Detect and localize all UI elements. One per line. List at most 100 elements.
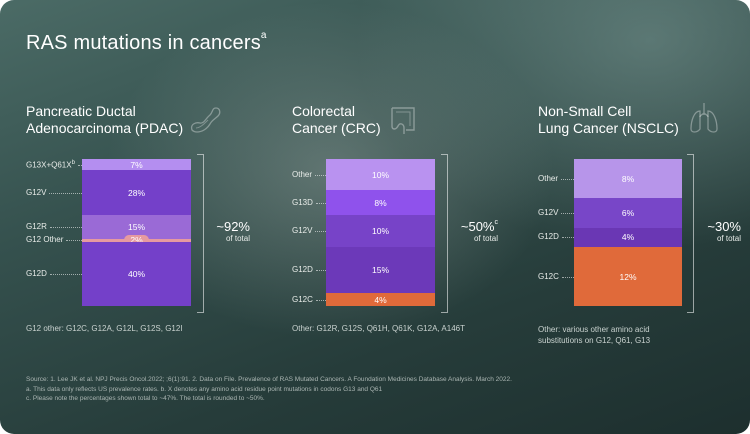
leader-line: [50, 226, 82, 228]
category-label: G12V: [538, 208, 558, 217]
category-text: G12 Other: [26, 235, 64, 245]
lungs-icon: [690, 103, 718, 133]
leader-line: [562, 237, 574, 239]
category-text: G12C: [292, 294, 313, 304]
nsclc-title: Non-Small Cell Lung Cancer (NSCLC): [538, 103, 679, 136]
category-text: G12V: [292, 225, 313, 235]
category-label: Other: [292, 170, 312, 179]
stacked-bar: 8% 6% 4% 12%: [574, 159, 682, 306]
leader-line: [316, 270, 326, 272]
total-sup: c: [494, 218, 499, 226]
bar-segment: 15%: [82, 214, 191, 239]
category-text: G13X+Q61X: [26, 160, 72, 170]
crc-note: Other: G12R, G12S, Q61H, Q61K, G12A, A14…: [292, 324, 465, 333]
category-text: G13D: [292, 197, 313, 207]
leader-line: [561, 178, 574, 180]
stacked-bar: 10% 8% 10% 15% 4%: [326, 159, 435, 306]
total-brace: [441, 154, 448, 313]
total-value: ~30%: [707, 219, 741, 234]
leader-line: [315, 230, 326, 232]
bar-segment: 10%: [326, 215, 435, 247]
bar-segment: 12%: [574, 247, 682, 306]
category-text: G12V: [538, 207, 559, 217]
data-label: 12%: [619, 271, 637, 282]
leader-line: [316, 202, 326, 204]
pdac-note: G12 other: G12C, G12A, G12L, G12S, G12I: [26, 324, 183, 333]
category-text: G12D: [292, 265, 313, 275]
bar-segment: 2%: [82, 235, 191, 246]
bar-segment: 6%: [574, 198, 682, 228]
stacked-bar: 7% 28% 15% 2% 40%: [82, 159, 191, 306]
leader-line: [50, 274, 82, 276]
bar-segment: 28%: [82, 170, 191, 215]
category-label: G12R: [26, 222, 47, 231]
data-label: 2%: [124, 235, 149, 246]
data-label: 10%: [371, 169, 389, 180]
total-value: ~92%: [216, 219, 250, 234]
category-text: G12D: [26, 269, 47, 279]
intestine-icon: [391, 107, 415, 134]
total-label: of total: [225, 233, 250, 243]
bar-segment: 10%: [326, 159, 435, 191]
category-label: G12 Other: [26, 235, 63, 244]
bar-segment: 7%: [82, 159, 191, 171]
leader-line: [78, 164, 82, 166]
category-text: Other: [292, 169, 313, 179]
leader-line: [562, 276, 574, 278]
category-label: Other: [538, 174, 558, 183]
footnote-c: c. Please note the percentages shown tot…: [26, 395, 265, 402]
data-label: 6%: [621, 207, 635, 218]
bar-segment: 8%: [326, 190, 435, 216]
leader-line: [66, 240, 82, 242]
leader-line: [49, 192, 82, 194]
category-sup: b: [71, 159, 75, 166]
data-label: 10%: [371, 225, 389, 236]
data-label: 40%: [127, 269, 145, 280]
category-label: G12D: [26, 269, 47, 278]
category-label: G12D: [538, 232, 559, 241]
total-brace: [687, 154, 694, 313]
category-text: G12C: [538, 271, 559, 281]
category-text: G12R: [26, 221, 47, 231]
total-text: ~50%: [460, 218, 495, 234]
category-text: G12V: [26, 187, 47, 197]
data-label: 28%: [127, 187, 145, 198]
data-label: 8%: [374, 197, 387, 208]
category-label: G12C: [538, 272, 559, 281]
crc-title: Colorectal Cancer (CRC): [292, 103, 381, 136]
bar-segment: 4%: [326, 293, 435, 306]
category-label: G12C: [292, 295, 313, 304]
data-label: 7%: [124, 159, 149, 170]
data-label: 4%: [374, 294, 387, 305]
footnote-source: Source: 1. Lee JK et al. NPJ Precis Onco…: [26, 376, 512, 383]
bar-segment: 8%: [574, 159, 682, 199]
category-label: G12D: [292, 265, 313, 274]
category-label: G13X+Q61Xb: [26, 160, 75, 170]
total-text: ~92%: [216, 218, 250, 234]
page-title: RAS mutations in cancersa: [26, 30, 267, 54]
total-label: of total: [716, 233, 741, 243]
footnote-a-b: a. This data only reflects US prevalence…: [26, 386, 383, 393]
pancreas-icon: [190, 107, 221, 133]
total-label: of total: [473, 233, 498, 243]
leader-line: [316, 299, 326, 301]
category-label: G12V: [26, 188, 46, 197]
data-label: 8%: [621, 173, 635, 184]
category-label: G13D: [292, 198, 313, 207]
pdac-title: Pancreatic Ductal Adenocarcinoma (PDAC): [26, 103, 184, 136]
data-label: 15%: [127, 221, 145, 232]
total-brace: [197, 154, 204, 313]
category-text: Other: [538, 173, 559, 183]
leader-line: [561, 212, 574, 214]
category-label: G12V: [292, 226, 312, 235]
leader-line: [315, 174, 326, 176]
data-label: 4%: [621, 232, 635, 243]
bar-segment: 4%: [574, 227, 682, 248]
bar-segment: 15%: [326, 246, 435, 294]
data-label: 15%: [371, 265, 389, 276]
nsclc-note: Other: various other amino acid substitu…: [538, 325, 651, 345]
bar-segment: 40%: [82, 242, 191, 306]
total-value: ~50%c: [461, 219, 498, 234]
total-text: ~30%: [707, 218, 741, 234]
